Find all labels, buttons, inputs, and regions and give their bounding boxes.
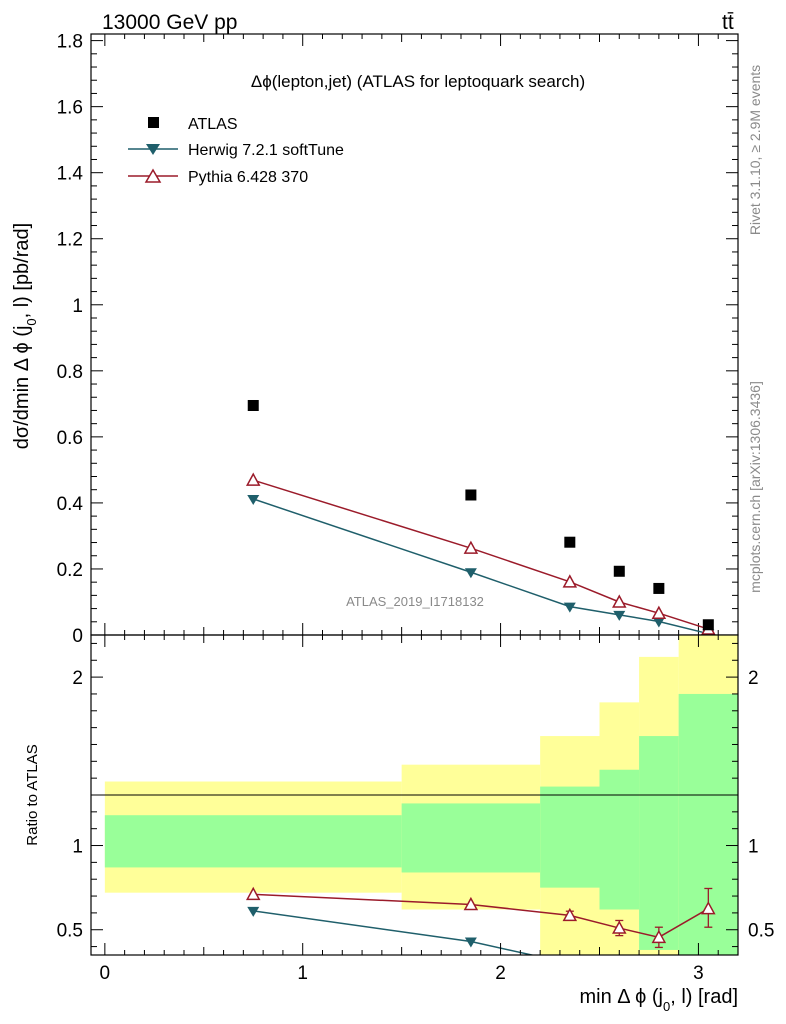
ratio-inner-band — [639, 736, 679, 950]
ratio-y-tick-label: 2 — [72, 668, 83, 689]
mcplots-reference-label: mcplots.cern.ch [arXiv:1306.3436] — [747, 381, 763, 593]
atlas-data-point — [465, 489, 477, 501]
rivet-version-label: Rivet 3.1.10, ≥ 2.9M events — [747, 65, 763, 235]
main-y-tick-label: 1.6 — [57, 98, 83, 119]
legend-pythia-label: Pythia 6.428 370 — [188, 169, 308, 186]
main-panel: Δϕ(lepton,jet) (ATLAS for leptoquark sea… — [11, 32, 739, 647]
pythia-main-point — [651, 605, 667, 619]
herwig-main-line — [253, 498, 709, 635]
ratio-y-tick-label-right: 0.5 — [748, 921, 774, 942]
pythia-ratio-point — [245, 886, 261, 901]
atlas-data-point — [702, 619, 714, 631]
pythia-main-point — [612, 594, 627, 608]
pythia-main-point — [463, 540, 479, 554]
main-y-tick-label: 0.6 — [57, 428, 83, 449]
main-y-tick-label: 1.8 — [57, 32, 83, 53]
main-y-tick-label: 0.8 — [57, 362, 83, 383]
pythia-ratio-point — [463, 896, 479, 911]
atlas-data-point — [613, 565, 625, 577]
ratio-y-tick-label: 1 — [72, 837, 83, 858]
legend-atlas-marker — [148, 117, 159, 128]
ratio-y-axis-title: Ratio to ATLAS — [24, 744, 41, 845]
herwig-main-point — [464, 568, 477, 579]
ratio-plot-frame — [90, 634, 739, 956]
ratio-y-tick-label: 0.5 — [57, 921, 83, 942]
analysis-watermark: ATLAS_2019_I1718132 — [346, 594, 484, 609]
main-plot-title: Δϕ(lepton,jet) (ATLAS for leptoquark sea… — [251, 72, 585, 91]
x-tick-label: 3 — [693, 963, 704, 984]
atlas-data-point — [653, 582, 665, 594]
x-tick-label: 1 — [297, 963, 308, 984]
ratio-band-group — [104, 635, 738, 955]
herwig-main-point — [247, 494, 260, 505]
ratio-inner-band — [401, 803, 541, 873]
herwig-main-point — [563, 602, 576, 613]
ratio-y-tick-group: 0.5 0.5 1 1 2 2 — [57, 642, 774, 948]
pythia-ratio-point — [562, 907, 578, 922]
pythia-main-point — [562, 574, 578, 588]
pythia-ratio-point — [651, 929, 667, 944]
main-y-tick-label: 1.2 — [57, 230, 83, 251]
herwig-ratio-point — [247, 906, 260, 917]
main-y-tick-label: 0 — [72, 626, 83, 647]
ratio-y-tick-label-right: 2 — [748, 668, 759, 689]
pythia-ratio-point — [612, 920, 627, 934]
ratio-x-tick-group: 0 1 2 3 — [100, 635, 739, 984]
ratio-y-tick-label-right: 1 — [748, 837, 759, 858]
main-y-tick-label: 1 — [72, 296, 83, 317]
legend-pythia-marker — [144, 168, 162, 183]
legend-herwig-label: Herwig 7.2.1 softTune — [188, 142, 344, 159]
header-collision-label: 13000 GeV pp — [102, 11, 237, 34]
x-tick-label: 2 — [495, 963, 506, 984]
ratio-inner-band — [540, 786, 600, 888]
main-y-tick-group: 0 0.2 0.4 0.6 0.8 1 1.2 1.4 1.6 1.8 — [57, 32, 739, 647]
x-axis-title: min Δ ϕ (j0, l) [rad] — [580, 986, 739, 1014]
atlas-data-point — [247, 399, 259, 411]
ratio-series-group — [245, 886, 716, 955]
main-series-group — [245, 399, 716, 640]
ratio-panel: 0.5 0.5 1 1 2 2 0 1 2 3 Ratio to ATLAS min Δ ϕ (… — [24, 634, 774, 1014]
pythia-main-line — [253, 479, 709, 630]
x-tick-label: 0 — [100, 963, 111, 984]
legend-atlas-label: ATLAS — [188, 116, 238, 133]
pythia-ratio-point — [701, 901, 716, 915]
header-process-label: tt̄ — [722, 11, 734, 34]
herwig-main-point — [613, 610, 626, 621]
main-y-tick-label: 0.2 — [57, 560, 83, 581]
pythia-main-point — [245, 472, 261, 486]
atlas-data-point — [564, 536, 576, 548]
herwig-ratio-point — [464, 937, 477, 948]
main-y-axis-title: dσ/dmin Δ ϕ (j0, l) [pb/rad] — [11, 223, 39, 449]
pythia-ratio-line — [253, 893, 709, 939]
ratio-inner-band — [599, 769, 640, 910]
ratio-inner-band — [104, 815, 402, 868]
herwig-main-point — [652, 617, 665, 628]
main-y-tick-label: 0.4 — [57, 494, 84, 515]
legend-herwig-marker — [146, 144, 160, 155]
main-y-tick-label: 1.4 — [57, 164, 84, 185]
legend: ATLAS Herwig 7.2.1 softTune Pythia 6.428… — [128, 116, 344, 186]
